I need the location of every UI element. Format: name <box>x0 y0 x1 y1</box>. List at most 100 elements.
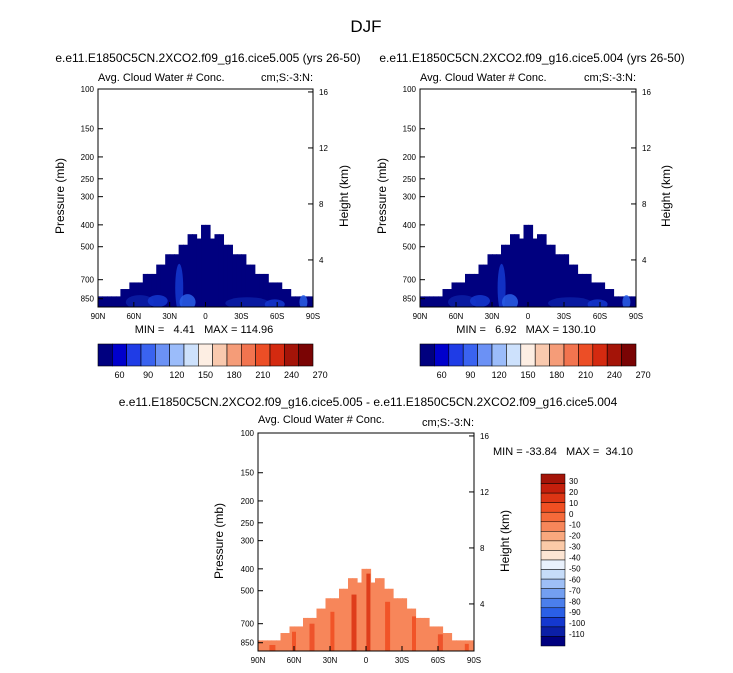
field-feature <box>548 297 592 307</box>
field-column <box>281 289 287 307</box>
field-column <box>600 282 606 307</box>
pressure-tick-label: 700 <box>81 276 95 285</box>
field-column <box>298 626 304 651</box>
field-column <box>447 289 453 307</box>
field-column <box>465 273 471 307</box>
colorbar-label: -10 <box>569 521 581 530</box>
colorbar-swatch <box>540 588 566 599</box>
field-feature <box>351 594 357 651</box>
field-column <box>285 633 291 651</box>
field-column <box>478 264 484 307</box>
lat-tick-label: 30N <box>162 312 177 321</box>
field-column <box>420 617 426 651</box>
field-column <box>343 588 349 651</box>
field-column <box>393 598 399 651</box>
field-column <box>528 224 534 307</box>
colorbar-swatch <box>563 343 579 367</box>
colorbar-swatch <box>226 343 242 367</box>
panel-3-ylabel-right: Height (km) <box>498 510 512 572</box>
field-column <box>263 273 269 307</box>
field-column <box>595 282 601 307</box>
field-column <box>129 282 135 307</box>
pressure-tick-label: 400 <box>241 565 255 574</box>
field-column <box>196 238 202 307</box>
colorbar-swatch <box>183 343 199 367</box>
field-column <box>541 234 547 307</box>
colorbar-swatch <box>540 540 566 551</box>
colorbar-swatch <box>112 343 127 367</box>
field-column <box>613 296 619 307</box>
colorbar-swatch <box>540 531 566 542</box>
lat-tick-label: 60N <box>126 312 141 321</box>
colorbar-swatch <box>284 343 299 367</box>
lat-tick-label: 30S <box>557 312 571 321</box>
field-column <box>604 289 610 307</box>
colorbar-swatch <box>540 636 566 647</box>
field-column <box>218 234 225 307</box>
field-column <box>420 296 426 307</box>
field-feature <box>587 299 608 307</box>
colorbar-label: 120 <box>492 370 507 380</box>
field-column <box>98 296 104 307</box>
field-feature <box>412 616 416 651</box>
colorbar-label: 240 <box>607 370 622 380</box>
field-column <box>456 640 462 651</box>
field-column <box>460 640 466 651</box>
field-column <box>272 282 278 307</box>
field-feature <box>385 601 391 651</box>
field-column <box>290 296 296 307</box>
lat-tick-label: 30S <box>234 312 248 321</box>
colorbar-swatch <box>578 343 594 367</box>
pressure-tick-label: 850 <box>81 295 95 304</box>
field-column <box>618 296 624 307</box>
lat-tick-label: 60S <box>270 312 284 321</box>
colorbar-label: -110 <box>569 630 585 639</box>
colorbar-swatch <box>419 343 435 367</box>
field-column <box>133 282 139 307</box>
colorbar-swatch <box>621 343 637 367</box>
field-column <box>303 617 309 651</box>
field-column <box>245 264 251 307</box>
colorbar-swatch <box>212 343 228 367</box>
field-column <box>321 608 327 651</box>
field-feature <box>292 631 296 651</box>
field-column <box>241 254 247 307</box>
pressure-tick-label: 500 <box>403 243 417 252</box>
colorbar-swatch <box>198 343 213 367</box>
field-column <box>555 254 561 307</box>
field-column <box>294 626 300 651</box>
colorbar-label: 90 <box>143 370 153 380</box>
field-column <box>451 282 457 307</box>
lat-tick-label: 0 <box>526 312 531 321</box>
field-feature <box>125 295 154 307</box>
colorbar-swatch <box>540 617 566 628</box>
colorbar-label: -90 <box>569 608 581 617</box>
field-column <box>142 273 148 307</box>
field-column <box>268 282 274 307</box>
field-feature <box>147 294 168 307</box>
lat-tick-label: 90S <box>629 312 643 321</box>
colorbar-swatch <box>298 343 314 367</box>
field-column <box>312 617 318 651</box>
field-column <box>295 296 301 307</box>
colorbar-label: 240 <box>284 370 299 380</box>
lat-tick-label: 90N <box>413 312 428 321</box>
field-column <box>487 254 493 307</box>
colorbar-label: 210 <box>578 370 593 380</box>
field-feature <box>622 295 631 307</box>
field-feature <box>366 573 371 651</box>
lat-tick-label: 30S <box>395 656 409 665</box>
field-column <box>250 264 256 307</box>
field-feature <box>299 295 308 307</box>
field-column <box>442 633 448 651</box>
field-column <box>357 582 363 651</box>
colorbar-label: -40 <box>569 554 581 563</box>
field-column <box>550 244 556 307</box>
field-column <box>573 264 579 307</box>
panel-3-left-string: Avg. Cloud Water # Conc. <box>258 414 385 426</box>
field-column <box>106 296 113 307</box>
panel-1-stats: MIN = 4.41 MAX = 114.96 <box>135 324 274 336</box>
field-column <box>514 234 520 307</box>
pressure-tick-label: 200 <box>81 153 95 162</box>
height-tick-label: 8 <box>319 200 324 209</box>
